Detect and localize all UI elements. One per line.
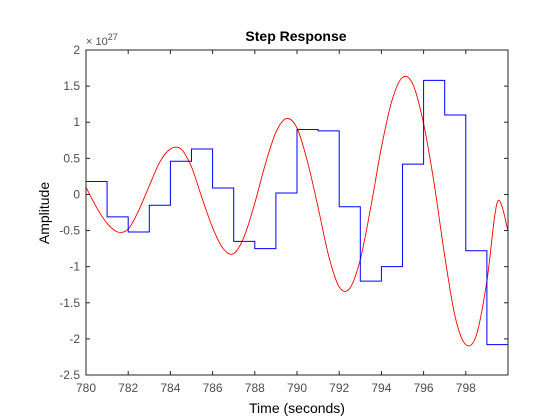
- continuous-response-line: [86, 75, 508, 347]
- plot-area: [86, 50, 508, 375]
- x-tick-label: 780: [76, 381, 96, 395]
- y-tick-label: 1: [73, 115, 80, 129]
- chart-title: Step Response: [245, 28, 346, 44]
- x-tick-label: 798: [456, 381, 476, 395]
- y-tick-label: 2: [73, 43, 80, 57]
- y-tick-label: -1.5: [59, 296, 80, 310]
- y-tick-label: -0.5: [59, 224, 80, 238]
- x-tick-label: 786: [203, 381, 223, 395]
- x-tick-label: 796: [414, 381, 434, 395]
- x-tick-label: 792: [329, 381, 349, 395]
- y-tick-label: -2.5: [59, 368, 80, 382]
- x-axis-label: Time (seconds): [249, 400, 345, 416]
- x-tick-label: 794: [371, 381, 391, 395]
- y-tick-label: 0: [73, 187, 80, 201]
- y-axis-label: Amplitude: [36, 182, 52, 244]
- discrete-response-stairs: [86, 79, 508, 346]
- x-tick-label: 784: [160, 381, 180, 395]
- x-tick-label: 788: [245, 381, 265, 395]
- y-tick-label: 0.5: [63, 151, 80, 165]
- x-tick-label: 782: [118, 381, 138, 395]
- y-axis-exponent: × 1027: [86, 32, 118, 48]
- y-tick-label: -1: [69, 260, 80, 274]
- y-tick-label: 1.5: [63, 79, 80, 93]
- y-tick-label: -2: [69, 332, 80, 346]
- x-tick-label: 790: [287, 381, 307, 395]
